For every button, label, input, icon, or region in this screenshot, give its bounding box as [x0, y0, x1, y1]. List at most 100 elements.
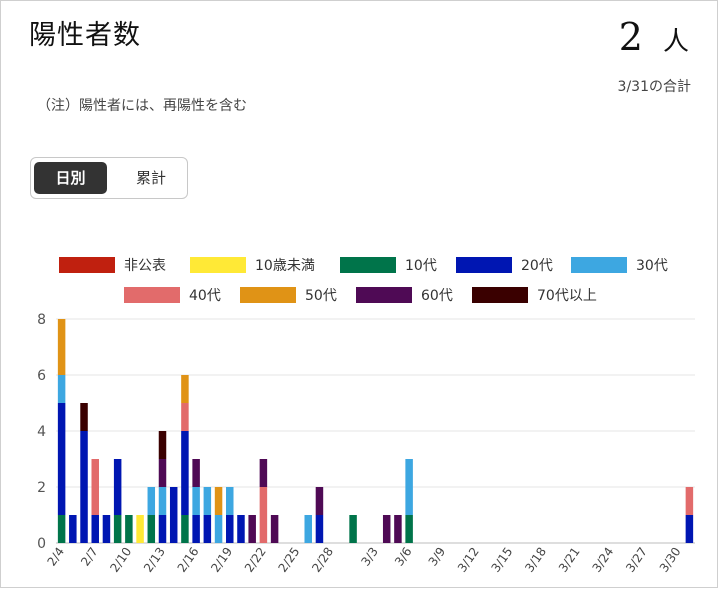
x-tick-label: 2/28: [309, 545, 336, 575]
y-tick-label: 6: [37, 368, 46, 384]
legend-label: 40代: [189, 288, 221, 304]
x-tick-label: 3/9: [426, 545, 449, 569]
bar-segment: [304, 515, 312, 543]
x-tick-label: 2/16: [175, 545, 202, 575]
bar-segment: [91, 515, 99, 543]
x-tick-label: 2/7: [78, 545, 101, 569]
bar-segment: [192, 515, 200, 543]
bar-segment: [259, 459, 268, 487]
legend-label: 60代: [421, 288, 453, 304]
bar-segment: [113, 459, 122, 515]
bar-segment: [214, 515, 223, 543]
bar-segment: [147, 515, 156, 543]
bar-segment: [405, 459, 413, 515]
total-unit: 人: [662, 27, 689, 57]
bar-segment: [181, 403, 189, 431]
x-tick-label: 3/3: [358, 545, 381, 569]
legend-swatch: [59, 257, 115, 273]
legend-swatch: [190, 257, 246, 273]
legend-label: 10歳未満: [255, 258, 315, 274]
y-tick-label: 2: [37, 480, 46, 496]
bar-segment: [214, 487, 223, 515]
view-toggle: 日別 累計: [30, 157, 188, 199]
bar-segment: [80, 431, 88, 543]
bar-segment: [125, 515, 133, 543]
legend-swatch: [124, 287, 180, 303]
bar-segment: [315, 515, 324, 543]
legend-label: 70代以上: [537, 288, 597, 304]
legend-swatch: [456, 257, 512, 273]
bar-segment: [226, 515, 234, 543]
bar-segment: [158, 459, 167, 487]
page-title: 陽性者数: [29, 20, 141, 51]
bar-segment: [102, 515, 111, 543]
legend-swatch: [356, 287, 412, 303]
y-tick-label: 0: [37, 536, 46, 552]
bar-segment: [226, 487, 234, 515]
bar-segment: [192, 487, 200, 515]
bar-segment: [192, 459, 200, 487]
bar-segment: [270, 515, 279, 543]
x-tick-label: 2/10: [107, 545, 134, 575]
y-tick-label: 4: [37, 424, 46, 440]
bar-segment: [405, 515, 413, 543]
bar-segment: [91, 459, 99, 515]
x-tick-label: 3/15: [489, 545, 516, 575]
bar-segment: [57, 319, 66, 375]
x-tick-label: 3/12: [455, 545, 482, 575]
legend-swatch: [472, 287, 528, 303]
bar-segment: [181, 375, 189, 403]
bar-segment: [349, 515, 357, 543]
y-tick-label: 8: [37, 312, 46, 328]
legend-label: 非公表: [124, 258, 166, 274]
legend-swatch: [571, 257, 627, 273]
x-tick-label: 3/18: [522, 545, 549, 575]
bar-segment: [259, 487, 268, 543]
total-date: 3/31の合計: [617, 79, 691, 95]
legend-swatch: [240, 287, 296, 303]
x-tick-label: 3/24: [589, 545, 616, 575]
bar-segment: [203, 515, 212, 543]
bar-segment: [382, 515, 391, 543]
daily-button[interactable]: 日別: [34, 162, 107, 194]
bar-segment: [158, 487, 167, 515]
x-tick-label: 2/19: [208, 545, 235, 575]
bar-segment: [69, 515, 77, 543]
bar-segment: [685, 487, 694, 515]
legend-swatch: [340, 257, 396, 273]
bar-segment: [315, 487, 324, 515]
x-tick-label: 2/22: [242, 545, 269, 575]
x-tick-label: 3/30: [657, 545, 684, 575]
bar-segment: [147, 487, 156, 515]
bar-segment: [158, 431, 167, 459]
x-tick-label: 3/27: [623, 545, 650, 575]
bar-segment: [57, 515, 66, 543]
bar-segment: [203, 487, 212, 515]
bar-segment: [181, 515, 189, 543]
bar-segment: [685, 515, 694, 543]
x-tick-label: 2/13: [141, 545, 168, 575]
note-text: （注）陽性者には、再陽性を含む: [37, 98, 247, 114]
bar-segment: [80, 403, 88, 431]
legend-label: 50代: [305, 288, 337, 304]
bar-segment: [181, 431, 189, 515]
bar-segment: [113, 515, 122, 543]
bar-segment: [394, 515, 402, 543]
bar-segment: [57, 403, 66, 515]
bar-segment: [169, 487, 178, 543]
bar-segment: [237, 515, 245, 543]
legend-label: 20代: [521, 258, 553, 274]
x-tick-label: 2/4: [45, 545, 68, 569]
legend-label: 30代: [636, 258, 668, 274]
x-tick-label: 3/6: [392, 545, 415, 569]
x-tick-label: 2/25: [276, 545, 303, 575]
bar-segment: [136, 515, 144, 543]
bar-segment: [158, 515, 167, 543]
total-value: 2: [618, 15, 643, 59]
bar-segment: [57, 375, 66, 403]
cumulative-button[interactable]: 累計: [135, 169, 166, 187]
x-tick-label: 3/21: [556, 545, 583, 575]
